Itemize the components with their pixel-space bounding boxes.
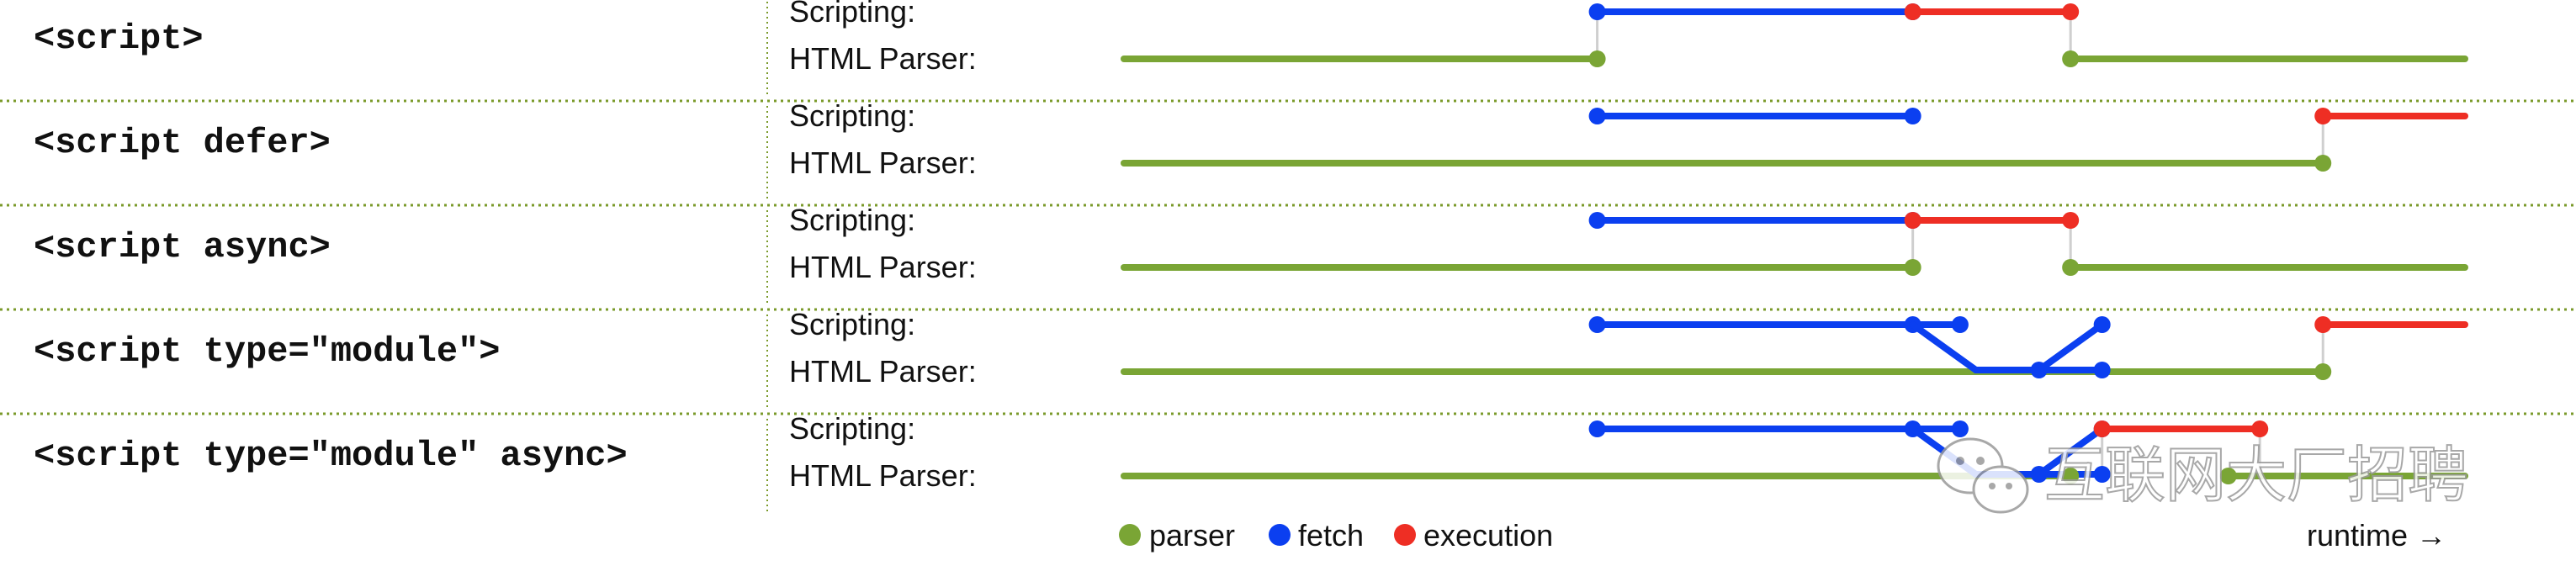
scripting-lane-label: Scripting:: [789, 203, 915, 237]
scripting-lane-label: Scripting:: [789, 0, 915, 29]
diagram-row: <script type="module" async> Scripting: HT…: [34, 411, 2468, 513]
runtime-label: runtime →: [2307, 518, 2446, 553]
fetch-point: [2093, 466, 2111, 483]
script-type-label: <script type="module">: [34, 331, 501, 372]
execution-point: [2251, 420, 2269, 437]
diagram-row: <script type="module"> Scripting: HTML Par…: [0, 307, 2576, 415]
parser-point: [2062, 259, 2080, 276]
fetch-point: [1951, 316, 1969, 333]
legend: parser fetch execution runtime →: [1119, 518, 2446, 553]
parser-lane-label: HTML Parser:: [789, 354, 977, 389]
parser-point: [2314, 155, 2332, 172]
legend-execution-label: execution: [1423, 518, 1553, 553]
parser-point: [1588, 50, 1606, 67]
legend-fetch-label: fetch: [1298, 518, 1364, 553]
fetch-point: [2030, 362, 2048, 378]
parser-point: [1904, 259, 1921, 276]
fetch-segment: [2035, 426, 2106, 478]
script-type-label: <script>: [34, 19, 204, 59]
execution-point: [2093, 420, 2111, 437]
parser-lane-label: HTML Parser:: [789, 41, 977, 76]
script-type-label: <script async>: [34, 227, 331, 267]
scripting-lane-label: Scripting:: [789, 411, 915, 446]
fetch-point: [1904, 108, 1921, 124]
legend-parser-dot: [1119, 524, 1141, 546]
fetch-point: [1588, 420, 1606, 437]
fetch-point: [2093, 362, 2111, 378]
legend-execution-dot: [1394, 524, 1416, 546]
diagram-row: <script async> Scripting: HTML Parser:: [0, 203, 2576, 311]
diagram-row: <script defer> Scripting: HTML Parser:: [0, 98, 2576, 207]
scripting-lane-label: Scripting:: [789, 98, 915, 133]
execution-point: [2314, 316, 2332, 333]
execution-point: [2062, 212, 2080, 229]
execution-point: [1904, 3, 1921, 20]
watermark: 互联网大厂招聘: [1937, 437, 2469, 514]
parser-point: [2062, 50, 2080, 67]
parser-lane-label: HTML Parser:: [789, 458, 977, 493]
parser-point: [2062, 468, 2080, 484]
watermark-text: 互联网大厂招聘: [2044, 440, 2468, 510]
parser-lane-label: HTML Parser:: [789, 250, 977, 284]
legend-parser-label: parser: [1149, 518, 1235, 553]
fetch-point: [2093, 316, 2111, 333]
fetch-point: [1588, 316, 1606, 333]
scripting-lane-label: Scripting:: [789, 307, 915, 341]
script-type-label: <script defer>: [34, 123, 331, 163]
fetch-segment: [2035, 321, 2106, 373]
rows: <script>Scripting:HTML Parser:<script de…: [0, 0, 2576, 513]
wechat-icon: [1937, 437, 2029, 514]
fetch-point: [1588, 3, 1606, 20]
fetch-point: [2030, 466, 2048, 483]
fetch-point: [1588, 108, 1606, 124]
parser-point: [2219, 468, 2237, 484]
fetch-segment: [1909, 321, 1980, 373]
fetch-point: [1951, 420, 1969, 437]
script-type-label: <script type="module" async>: [34, 436, 628, 476]
legend-fetch-dot: [1269, 524, 1291, 546]
fetch-point: [1588, 212, 1606, 229]
parser-point: [2314, 363, 2332, 380]
execution-point: [2314, 108, 2332, 124]
execution-point: [2062, 3, 2080, 20]
parser-lane-label: HTML Parser:: [789, 145, 977, 180]
diagram-row: <script> Scripting: HTML Parser:: [0, 0, 2576, 103]
execution-point: [1904, 212, 1921, 229]
